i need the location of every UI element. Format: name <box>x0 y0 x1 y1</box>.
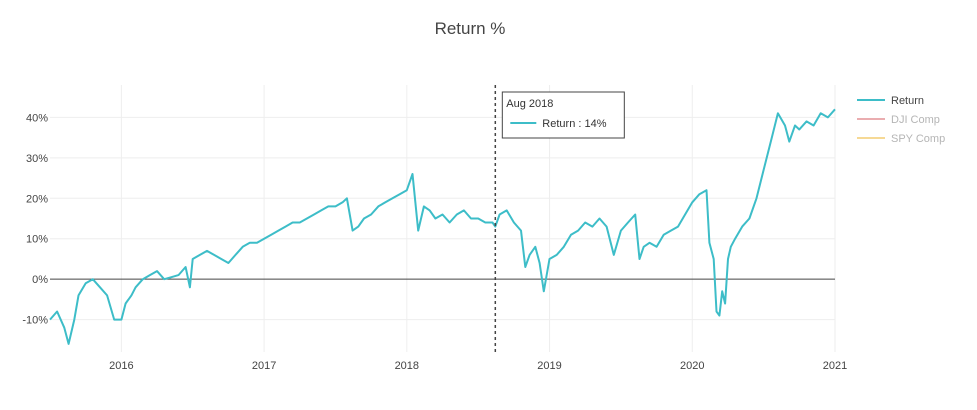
legend[interactable]: Return DJI Comp SPY Comp <box>857 95 945 145</box>
chart-title: Return % <box>434 19 506 38</box>
grid-lines <box>50 85 836 352</box>
x-tick-label-2020: 2020 <box>680 360 704 372</box>
hover-indicator: Aug 2018 Return : 14% <box>494 85 625 352</box>
x-tick-label-2016: 2016 <box>109 360 133 372</box>
legend-item-spy-comp[interactable]: SPY Comp <box>857 133 945 145</box>
y-tick-label-5: 40% <box>26 112 48 124</box>
legend-item-dji-comp[interactable]: DJI Comp <box>857 114 940 126</box>
y-tick-label-1: 0% <box>32 274 48 286</box>
x-tick-label-2018: 2018 <box>395 360 419 372</box>
y-tick-label-2: 10% <box>26 234 48 246</box>
series-line-return <box>49 108 836 345</box>
x-tick-label-2021: 2021 <box>823 360 847 372</box>
y-tick-label-0: -10% <box>22 315 48 327</box>
y-tick-label-3: 20% <box>26 193 48 205</box>
y-tick-label-4: 30% <box>26 153 48 165</box>
legend-label: Return <box>891 95 924 107</box>
x-tick-label-2019: 2019 <box>537 360 561 372</box>
legend-label: DJI Comp <box>891 114 940 126</box>
x-tick-label-2017: 2017 <box>252 360 276 372</box>
legend-item-return[interactable]: Return <box>857 95 924 107</box>
axis-tick-labels: 2016 2017 2018 2019 2020 2021 -10% 0% 10% 20% 30% 4… <box>22 112 847 372</box>
series-lines <box>49 108 836 345</box>
tooltip-value: Return : 14% <box>542 118 606 130</box>
tooltip-date: Aug 2018 <box>506 98 553 110</box>
legend-label: SPY Comp <box>891 133 945 145</box>
tooltip-box <box>501 91 625 139</box>
